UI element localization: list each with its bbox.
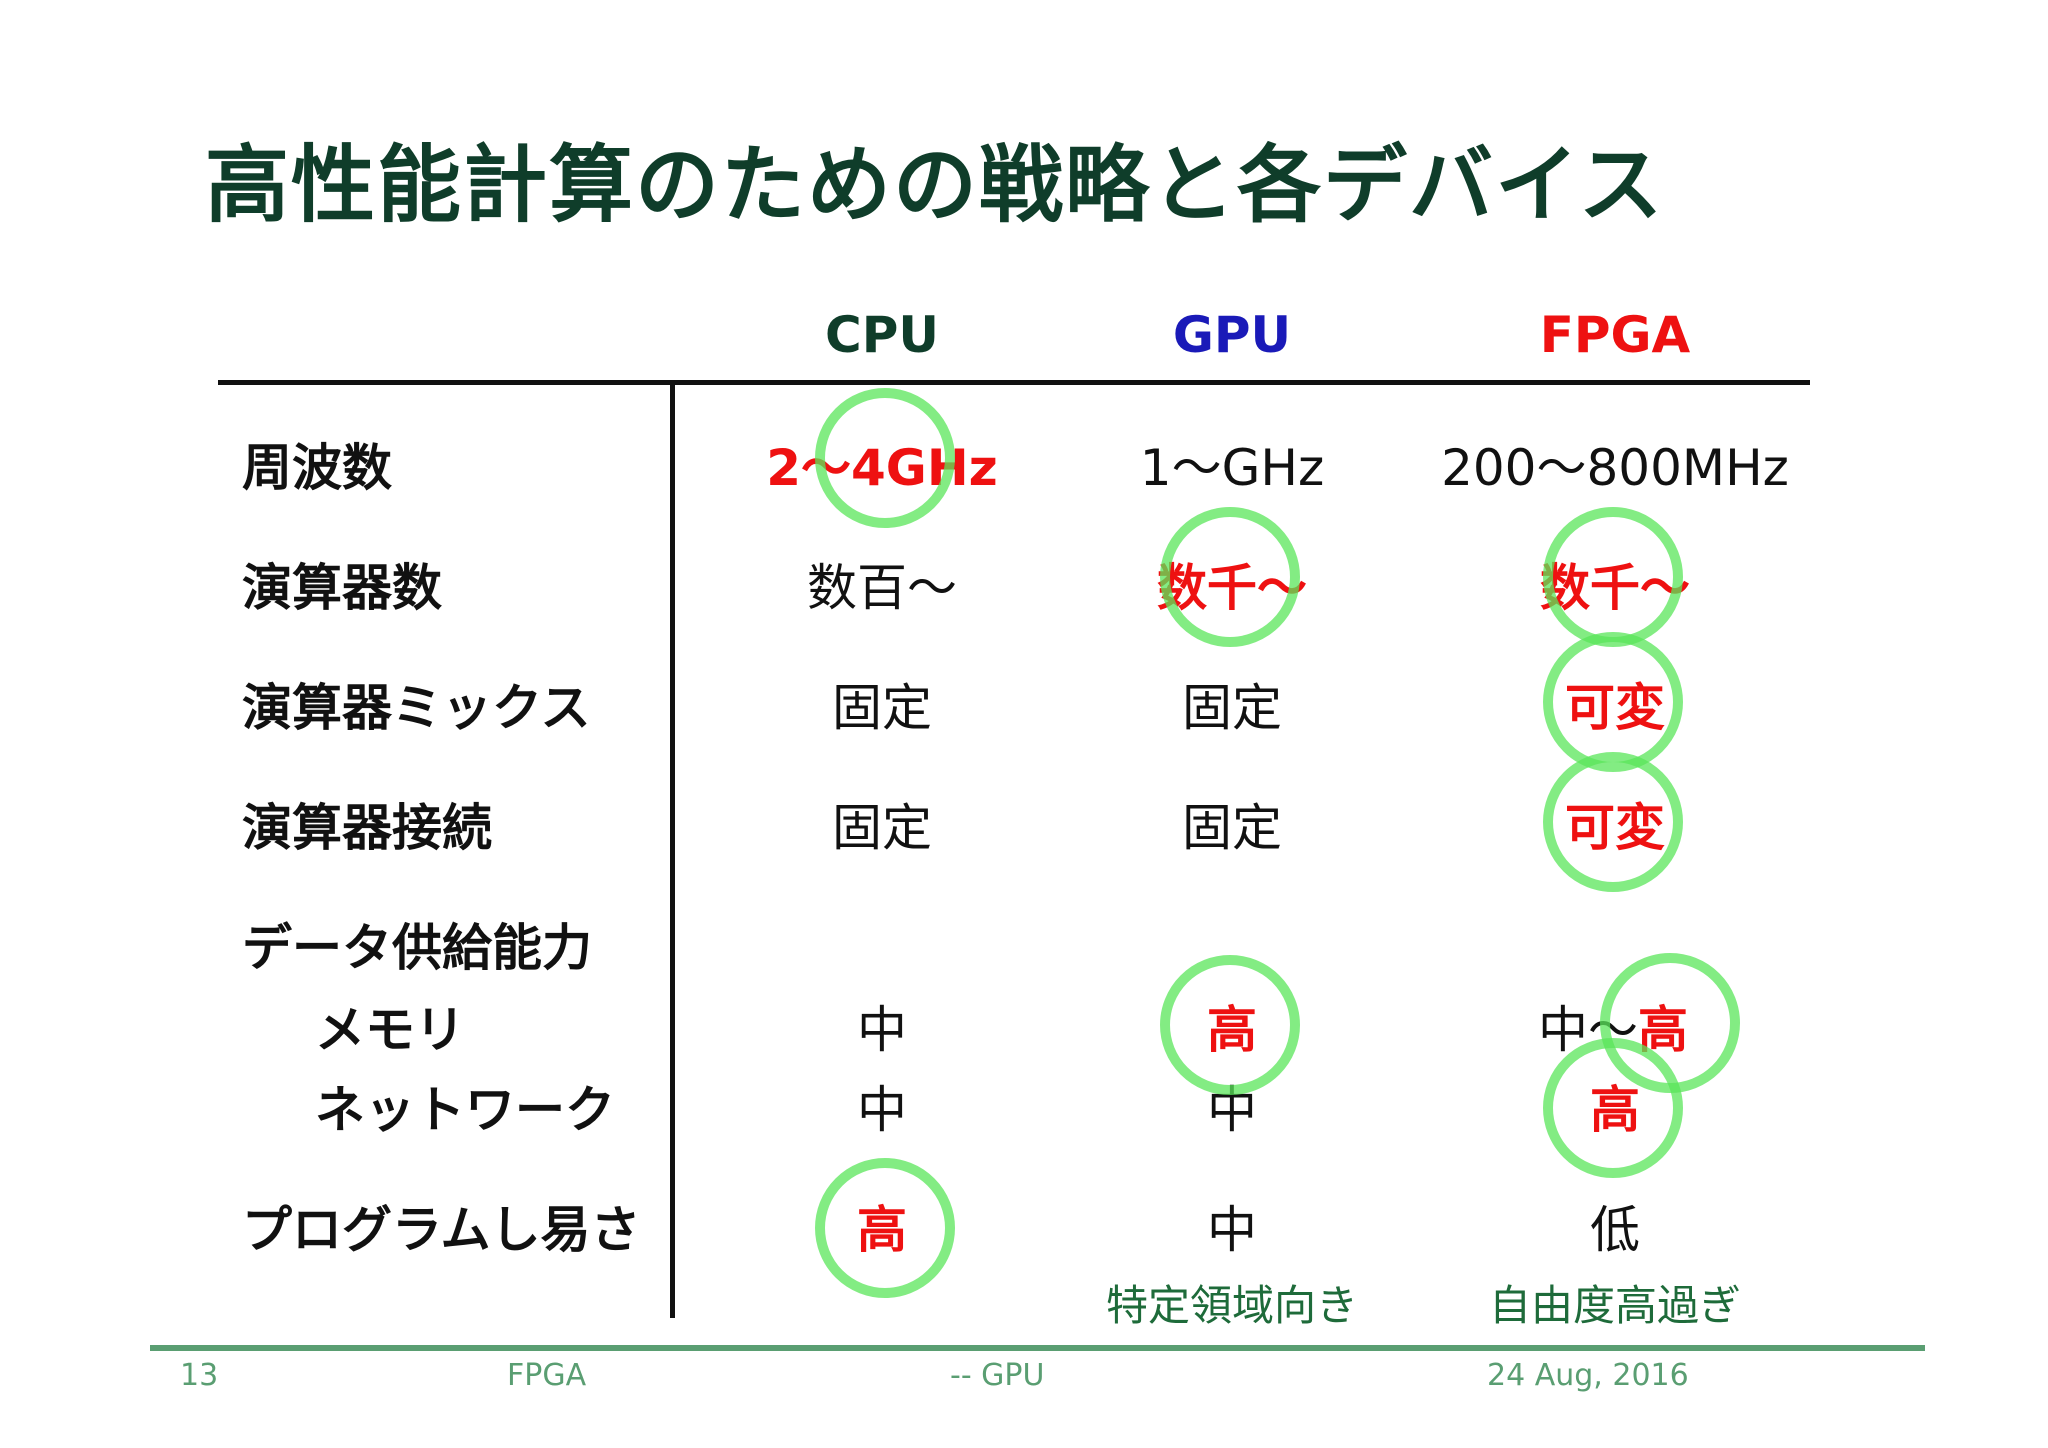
cell-cpu-frequency: 2～4GHz <box>766 439 998 497</box>
cell-cpu-programmability: 高 <box>857 1201 907 1259</box>
column-header-gpu: GPU <box>1172 306 1292 364</box>
note-fpga-programmability: 自由度高過ぎ <box>1488 1281 1741 1330</box>
footer-date: 24 Aug, 2016 <box>1487 1358 1689 1393</box>
cell-cpu-unit-mix: 固定 <box>832 679 932 737</box>
cell-fpga-unit-mix: 可変 <box>1565 679 1665 737</box>
cell-cpu-memory: 中 <box>857 1001 907 1059</box>
cell-fpga-memory: 中～高 <box>1538 990 1688 1062</box>
footer-page-number: 13 <box>180 1358 219 1393</box>
row-label-network: ネットワーク <box>315 1081 615 1139</box>
footer-divider <box>150 1345 1925 1351</box>
cell-fpga-unit-count: 数千～ <box>1540 559 1690 617</box>
cell-fpga-unit-connection: 可変 <box>1565 799 1665 857</box>
footer-center-text: -- GPU <box>950 1358 1045 1393</box>
column-header-cpu: CPU <box>825 306 939 364</box>
row-label-programmability: プログラムし易さ <box>242 1201 641 1259</box>
row-label-unit-count: 演算器数 <box>242 559 442 617</box>
cell-gpu-unit-count: 数千～ <box>1157 559 1307 617</box>
cell-gpu-network: 中 <box>1207 1081 1257 1139</box>
cell-gpu-programmability: 中 <box>1207 1201 1257 1259</box>
footer-left-text: FPGA <box>507 1358 587 1393</box>
cell-gpu-memory: 高 <box>1207 1001 1257 1059</box>
cell-cpu-unit-count: 数百～ <box>807 559 957 617</box>
cell-cpu-network: 中 <box>857 1081 907 1139</box>
slide-title: 高性能計算のための戦略と各デバイス <box>205 136 1665 234</box>
cell-cpu-unit-connection: 固定 <box>832 799 932 857</box>
cell-fpga-network: 高 <box>1590 1081 1640 1139</box>
cell-fpga-memory-high: 高 <box>1638 1001 1688 1059</box>
cell-gpu-unit-connection: 固定 <box>1182 799 1282 857</box>
cell-gpu-unit-mix: 固定 <box>1182 679 1282 737</box>
row-label-unit-mix: 演算器ミックス <box>242 679 591 737</box>
note-gpu-programmability: 特定領域向き <box>1105 1281 1358 1330</box>
label-divider <box>670 383 675 1318</box>
row-label-data-supply: データ供給能力 <box>242 919 592 977</box>
cell-gpu-frequency: 1～GHz <box>1139 439 1325 497</box>
cell-fpga-programmability: 低 <box>1590 1201 1640 1259</box>
row-label-memory: メモリ <box>315 1001 465 1059</box>
header-divider <box>218 380 1810 385</box>
row-label-unit-connection: 演算器接続 <box>242 799 492 857</box>
row-label-frequency: 周波数 <box>242 439 392 497</box>
cell-fpga-frequency: 200～800MHz <box>1441 439 1789 497</box>
cell-fpga-memory-low: 中～ <box>1538 1001 1638 1059</box>
column-header-fpga: FPGA <box>1539 306 1691 364</box>
